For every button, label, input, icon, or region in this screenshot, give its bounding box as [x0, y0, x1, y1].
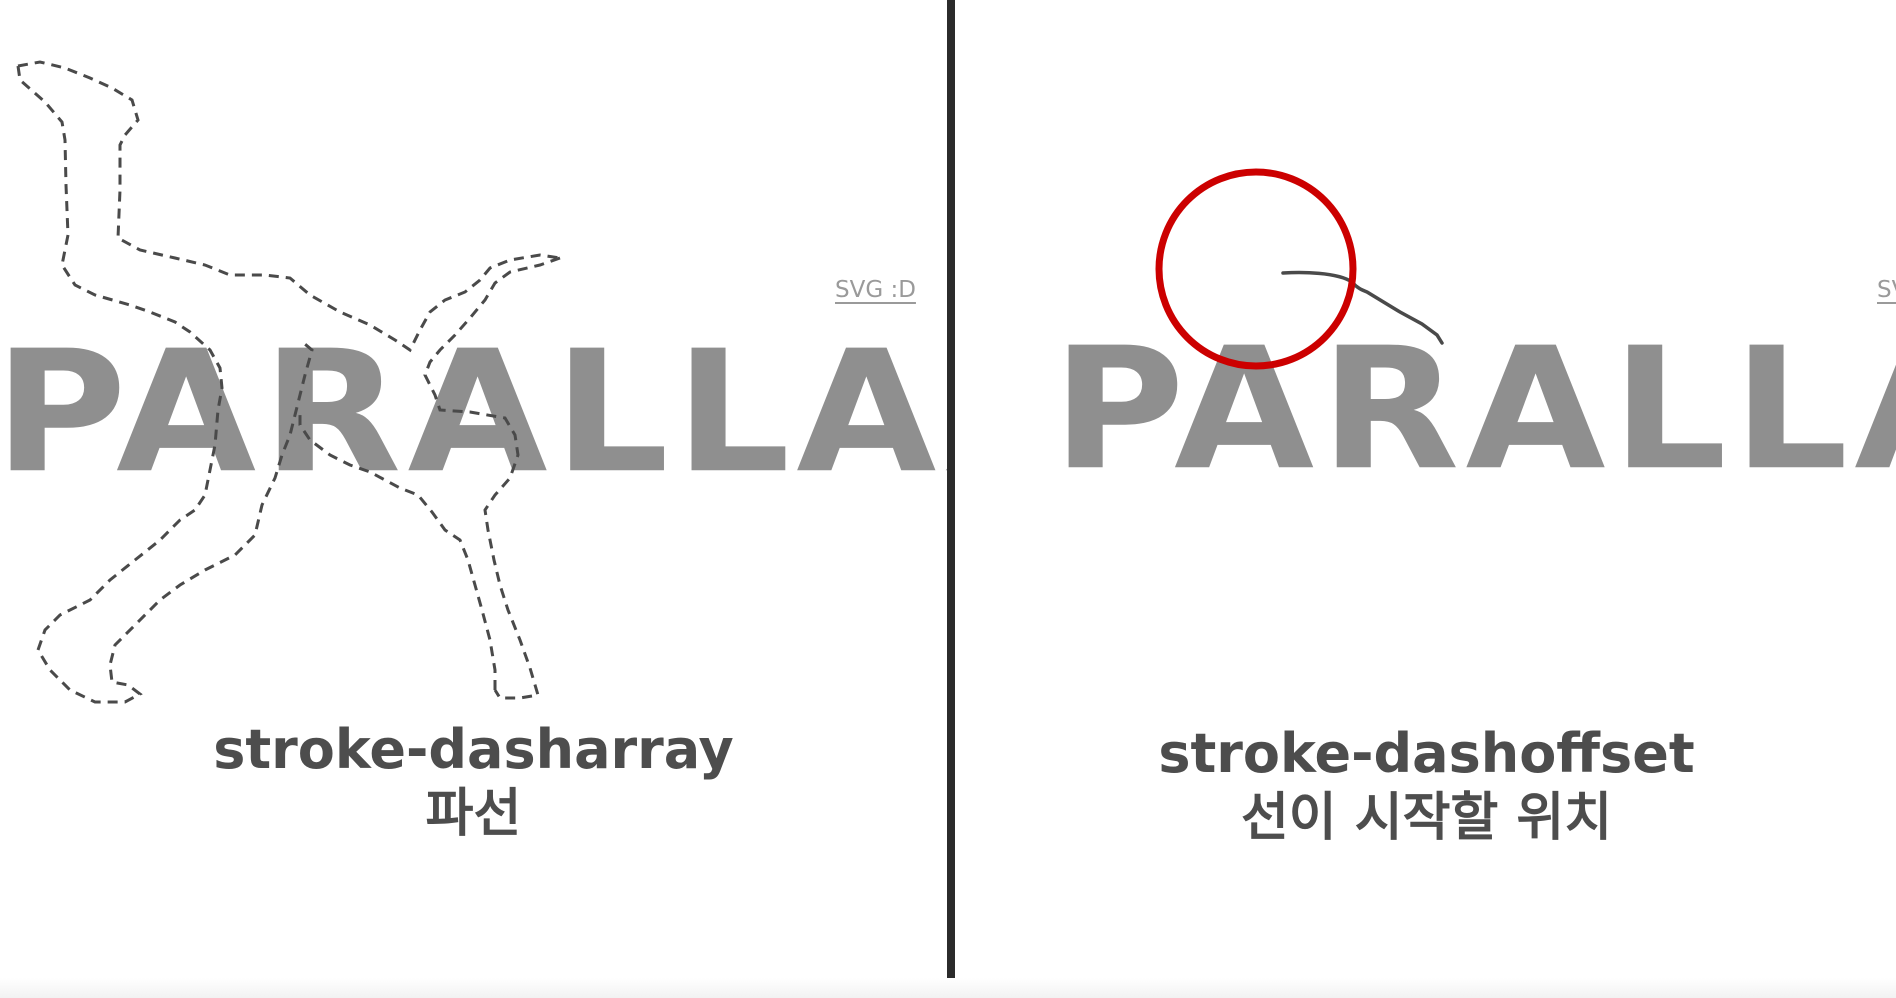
red-circle-highlight-icon	[1155, 168, 1357, 370]
caption-code: stroke-dasharray	[213, 718, 734, 781]
right-panel: PARALLAX SVG :D stroke-dashoffset 선이 시작할…	[957, 0, 1896, 998]
caption-korean: 선이 시작할 위치	[1240, 787, 1613, 848]
right-caption: stroke-dashoffset 선이 시작할 위치	[957, 722, 1896, 849]
left-panel: PARALLAX SVG :D stroke-dasharray 파선	[0, 0, 947, 998]
stroke-line-icon	[1281, 270, 1444, 345]
panel-divider	[947, 0, 955, 998]
svg-link[interactable]: SVG :D	[1877, 277, 1896, 303]
svg-link[interactable]: SVG :D	[835, 277, 916, 303]
caption-korean: 파선	[425, 783, 522, 844]
stroke-demo-overlay	[1155, 168, 1444, 370]
bottom-fade	[0, 978, 1896, 998]
left-caption: stroke-dasharray 파선	[0, 718, 947, 845]
caption-code: stroke-dashoffset	[1158, 722, 1695, 785]
parallax-heading: PARALLAX	[1052, 311, 1896, 508]
dashed-runner-outline-icon	[16, 60, 561, 704]
